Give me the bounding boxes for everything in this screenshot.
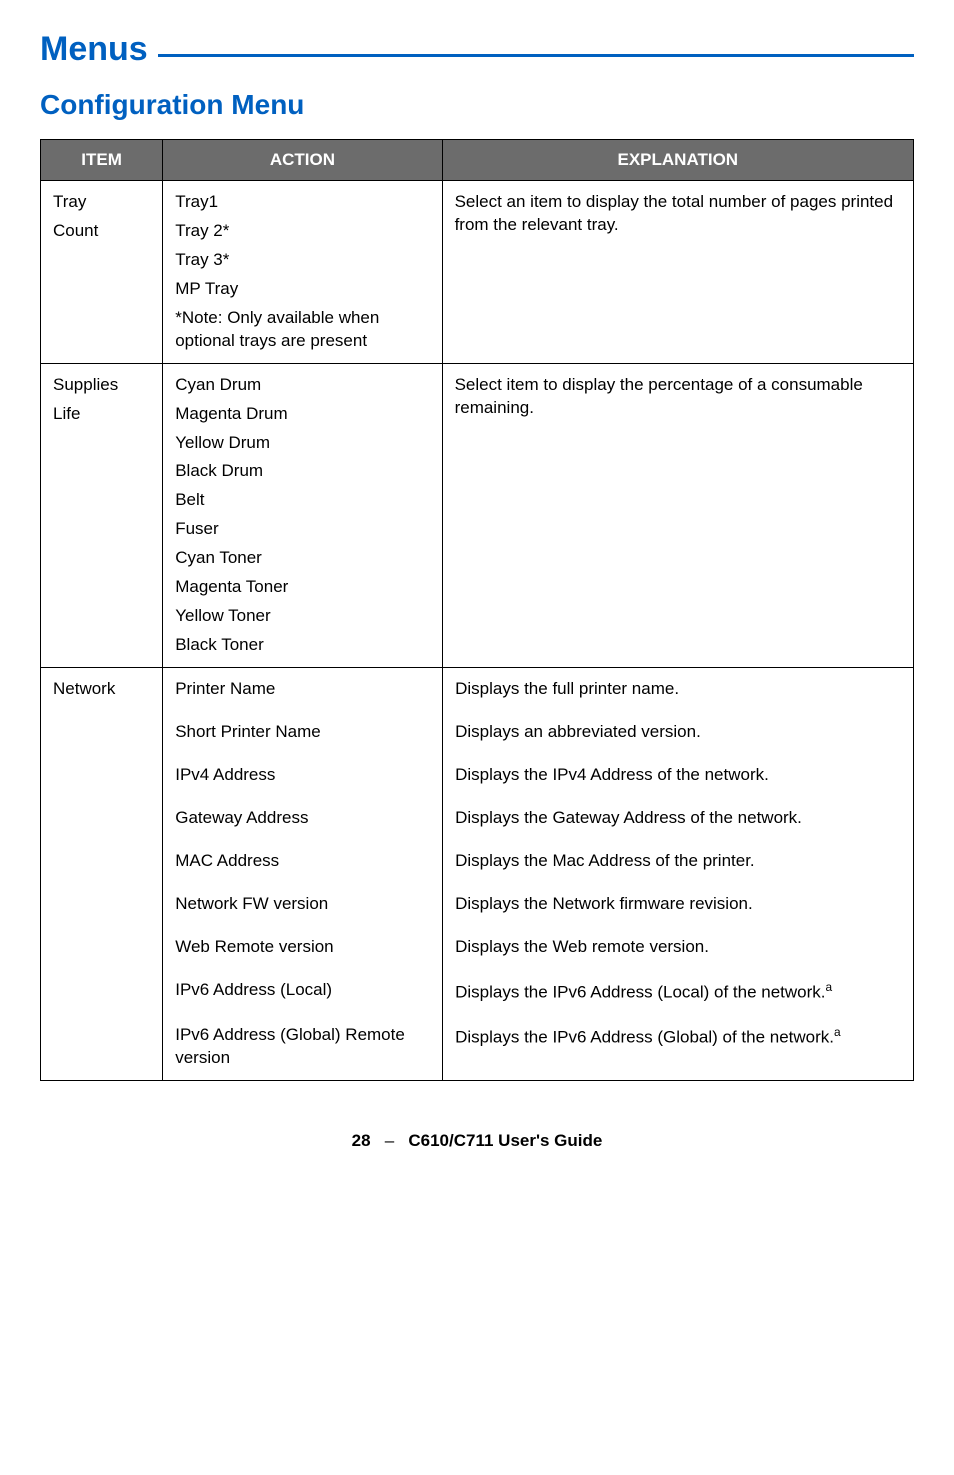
table-row: Tray Count Tray1 Tray 2* Tray 3* MP Tray… [41, 181, 914, 364]
table-row: Supplies Life Cyan Drum Magenta Drum Yel… [41, 363, 914, 667]
cell-action: Tray1 Tray 2* Tray 3* MP Tray *Note: Onl… [163, 181, 442, 364]
network-action: Network FW version [163, 883, 442, 926]
network-explanation: Displays the full printer name. [442, 668, 913, 711]
network-action: Web Remote version [163, 926, 442, 969]
network-subrow: Network FW versionDisplays the Network f… [163, 883, 913, 926]
network-explanation: Displays the IPv6 Address (Global) of th… [442, 1014, 913, 1080]
footnote-marker: a [834, 1025, 841, 1039]
footer-sep: – [385, 1131, 394, 1150]
network-subrow: IPv4 AddressDisplays the IPv4 Address of… [163, 754, 913, 797]
network-explanation: Displays the Mac Address of the printer. [442, 840, 913, 883]
item-text: Life [53, 403, 152, 426]
col-explanation: EXPLANATION [442, 140, 913, 181]
network-explanation: Displays the IPv4 Address of the network… [442, 754, 913, 797]
table-header-row: ITEM ACTION EXPLANATION [41, 140, 914, 181]
network-subrow: MAC AddressDisplays the Mac Address of t… [163, 840, 913, 883]
cell-explanation: Select item to display the percentage of… [442, 363, 913, 667]
network-action: Gateway Address [163, 797, 442, 840]
item-text: Tray [53, 191, 152, 214]
action-text: Tray 2* [175, 220, 431, 243]
heading-rule [158, 54, 914, 57]
footer-page: 28 [352, 1131, 371, 1150]
action-text: Tray 3* [175, 249, 431, 272]
page-footer: 28 – C610/C711 User's Guide [40, 1131, 914, 1151]
table-row: Network Printer NameDisplays the full pr… [41, 668, 914, 1081]
network-explanation: Displays the Network firmware revision. [442, 883, 913, 926]
action-text: Magenta Toner [175, 576, 431, 599]
action-text: Yellow Drum [175, 432, 431, 455]
network-action: Printer Name [163, 668, 442, 711]
network-explanation: Displays an abbreviated version. [442, 711, 913, 754]
config-table: ITEM ACTION EXPLANATION Tray Count Tray1… [40, 139, 914, 1081]
action-text: Cyan Drum [175, 374, 431, 397]
network-action: MAC Address [163, 840, 442, 883]
action-text: Black Drum [175, 460, 431, 483]
item-text: Supplies [53, 374, 152, 397]
network-action: IPv6 Address (Global) Remote version [163, 1014, 442, 1080]
network-subrow: IPv6 Address (Local)Displays the IPv6 Ad… [163, 969, 913, 1015]
col-item: ITEM [41, 140, 163, 181]
network-explanation: Displays the IPv6 Address (Local) of the… [442, 969, 913, 1015]
network-action: Short Printer Name [163, 711, 442, 754]
cell-item: Network [41, 668, 163, 1081]
network-explanation: Displays the Web remote version. [442, 926, 913, 969]
action-text: Tray1 [175, 191, 431, 214]
item-text: Count [53, 220, 152, 243]
network-subrow: Short Printer NameDisplays an abbreviate… [163, 711, 913, 754]
network-subrow: IPv6 Address (Global) Remote versionDisp… [163, 1014, 913, 1080]
cell-network-merged: Printer NameDisplays the full printer na… [163, 668, 914, 1081]
cell-item: Tray Count [41, 181, 163, 364]
col-action: ACTION [163, 140, 442, 181]
cell-action: Cyan Drum Magenta Drum Yellow Drum Black… [163, 363, 442, 667]
section-heading: Configuration Menu [40, 89, 914, 121]
network-explanation: Displays the Gateway Address of the netw… [442, 797, 913, 840]
network-subrow: Printer NameDisplays the full printer na… [163, 668, 913, 711]
expl-text: Select an item to display the total numb… [455, 191, 903, 237]
network-subrow: Gateway AddressDisplays the Gateway Addr… [163, 797, 913, 840]
footnote-marker: a [826, 980, 833, 994]
footer-title: C610/C711 User's Guide [408, 1131, 602, 1150]
action-text: Fuser [175, 518, 431, 541]
heading-text: Menus [40, 30, 148, 69]
cell-item: Supplies Life [41, 363, 163, 667]
action-text: Cyan Toner [175, 547, 431, 570]
page-heading: Menus [40, 30, 914, 69]
network-action: IPv4 Address [163, 754, 442, 797]
action-text: Yellow Toner [175, 605, 431, 628]
action-text: Black Toner [175, 634, 431, 657]
action-text: Belt [175, 489, 431, 512]
network-action: IPv6 Address (Local) [163, 969, 442, 1015]
action-text: Magenta Drum [175, 403, 431, 426]
action-text: *Note: Only available when optional tray… [175, 307, 431, 353]
action-text: MP Tray [175, 278, 431, 301]
item-text: Network [53, 678, 152, 701]
expl-text: Select item to display the percentage of… [455, 374, 903, 420]
cell-explanation: Select an item to display the total numb… [442, 181, 913, 364]
network-subrow: Web Remote versionDisplays the Web remot… [163, 926, 913, 969]
